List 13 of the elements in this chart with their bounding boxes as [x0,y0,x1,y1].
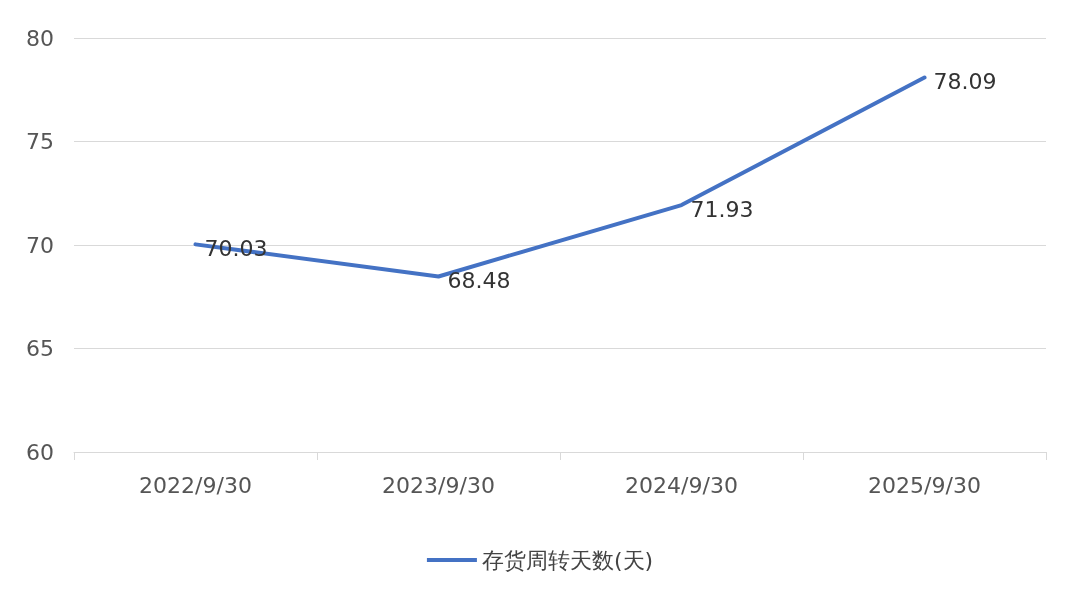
x-tick-label: 2025/9/30 [868,472,981,498]
y-tick-label: 65 [26,336,54,361]
x-tick-label: 2023/9/30 [382,472,495,498]
data-label: 78.09 [933,69,997,95]
y-tick-label: 70 [26,232,54,258]
data-label: 68.48 [447,267,511,293]
data-label: 71.93 [690,196,754,222]
legend-label: 存货周转天数(天) [481,547,654,573]
y-tick-label: 75 [26,129,54,154]
y-tick-label: 60 [26,439,54,465]
y-tick-label: 80 [26,25,54,51]
x-tick-label: 2024/9/30 [625,472,738,498]
x-tick-label: 2022/9/30 [139,472,252,498]
